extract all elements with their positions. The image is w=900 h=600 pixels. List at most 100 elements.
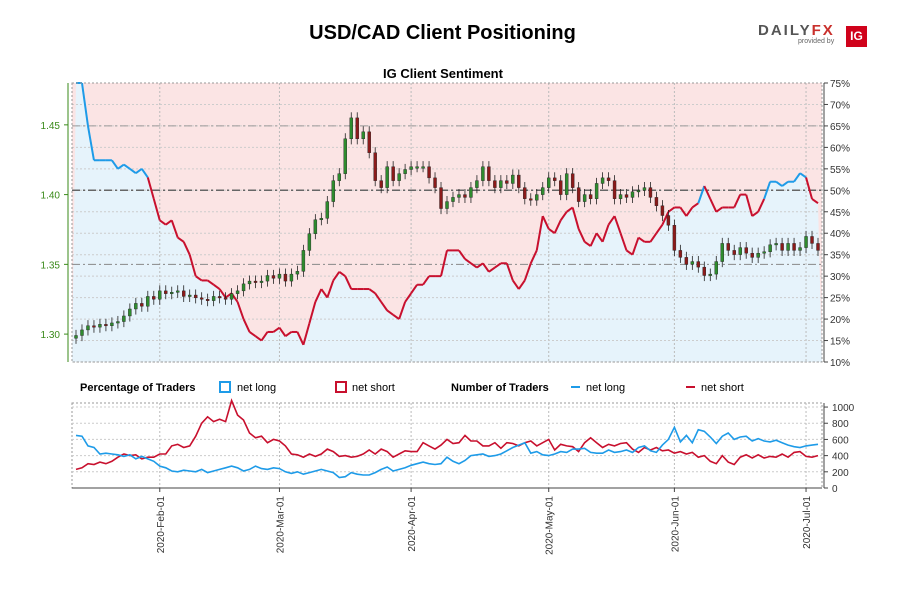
x-tick-label: 2020-Mar-01 (275, 496, 286, 554)
sentiment-line-segment (170, 220, 179, 238)
sentiment-line-segment (392, 313, 400, 320)
candle-body (128, 308, 132, 317)
candle-body (199, 297, 204, 300)
sentiment-line-segment (422, 275, 430, 286)
net-short-count-line (75, 398, 819, 471)
candle-body (487, 166, 491, 181)
sentiment-line-segment (751, 210, 759, 217)
sentiment-line-segment (775, 180, 783, 187)
pct-tick-label: 45% (830, 208, 850, 219)
candle-body (427, 166, 431, 179)
candle-body (756, 252, 760, 258)
sentiment-line-segment (619, 232, 628, 251)
x-tick-label: 2020-May-01 (545, 496, 556, 555)
sentiment-line-segment (260, 331, 269, 342)
candle-body (511, 174, 515, 184)
sentiment-line-segment (410, 284, 418, 294)
candle-body (702, 266, 707, 276)
sentiment-line-segment (649, 232, 658, 243)
sentiment-line-segment (386, 309, 394, 316)
candle-body (325, 201, 330, 219)
candle-body (505, 180, 509, 184)
ig-logo-icon: IG (846, 26, 867, 47)
candle-body (690, 261, 695, 265)
candle-body (523, 187, 527, 199)
sentiment-line-segment (595, 232, 604, 243)
pct-tick-label: 10% (830, 358, 850, 369)
sentiment-line-segment (284, 331, 293, 338)
candle-body (804, 236, 808, 248)
candle-body (541, 187, 545, 195)
logo-provided-by: provided by (798, 38, 835, 45)
pct-tick-label: 50% (830, 186, 850, 197)
sentiment-line-segment (272, 326, 281, 333)
price-panel-frame (71, 82, 823, 363)
sentiment-line-segment (165, 219, 173, 226)
candle-body (517, 174, 521, 188)
sentiment-line-segment (607, 215, 616, 226)
candle-body (433, 177, 437, 188)
candle-body (750, 252, 754, 258)
sentiment-line-segment (691, 202, 699, 209)
candle-body (193, 294, 198, 299)
candle-body (289, 273, 294, 282)
sentiment-line-segment (703, 185, 712, 200)
candle-body (780, 243, 784, 251)
candle-body (678, 250, 683, 258)
candle-body (367, 131, 371, 153)
candle-body (187, 294, 192, 297)
sentiment-line-segment (601, 224, 610, 243)
dailyfx-logo: DAILYFX provided by IG (758, 22, 868, 48)
candle-body (558, 180, 563, 195)
sentiment-line-segment (637, 236, 646, 243)
candle-body (385, 166, 389, 188)
page-title: USD/CAD Client Positioning (309, 22, 576, 44)
logo-wordmark: DAILYFX (758, 22, 835, 39)
candle-body (283, 273, 288, 282)
candle-body (457, 194, 461, 198)
sentiment-line-segment (242, 318, 251, 333)
sentiment-line-segment (793, 172, 801, 183)
sentiment-line-segment (709, 198, 718, 213)
pct-tick-label: 25% (830, 294, 850, 305)
sentiment-line-segment (182, 241, 191, 256)
sentiment-line-segment (302, 323, 311, 346)
pct-tick-label: 15% (830, 337, 850, 348)
sentiment-line-segment (512, 279, 520, 290)
pct-tick-label: 70% (830, 100, 850, 111)
candle-body (612, 180, 617, 199)
candle-body (630, 191, 635, 198)
candle-body (445, 201, 449, 209)
price-tick-label: 1.40 (41, 191, 61, 202)
candle-body (588, 194, 593, 199)
candle-body (618, 194, 623, 199)
candle-body (624, 194, 629, 198)
candle-body (92, 325, 96, 328)
legend-count-short-label: net short (701, 382, 744, 394)
candle-body (564, 173, 569, 195)
sentiment-line-segment (488, 266, 496, 273)
candle-body (337, 173, 341, 181)
candle-body (409, 166, 413, 170)
candle-body (774, 243, 778, 246)
candle-body (295, 271, 300, 275)
count-tick-label: 600 (832, 435, 849, 446)
candle-body (415, 166, 419, 169)
candle-body (576, 187, 581, 202)
x-tick-label: 2020-Jul-01 (802, 496, 813, 549)
candle-body (164, 290, 168, 294)
price-tick-label: 1.45 (41, 121, 61, 132)
x-tick-label: 2020-Apr-01 (407, 496, 418, 552)
candle-body (170, 292, 174, 294)
candle-body (570, 173, 575, 188)
candle-body (379, 180, 383, 188)
candle-body (313, 219, 318, 234)
sentiment-line-segment (404, 292, 412, 303)
candle-body (529, 198, 533, 201)
sentiment-line-segment (548, 228, 556, 235)
pct-tick-label: 75% (830, 79, 850, 90)
candle-body (666, 215, 671, 226)
sentiment-line-segment (811, 198, 819, 204)
candle-body (421, 166, 425, 169)
